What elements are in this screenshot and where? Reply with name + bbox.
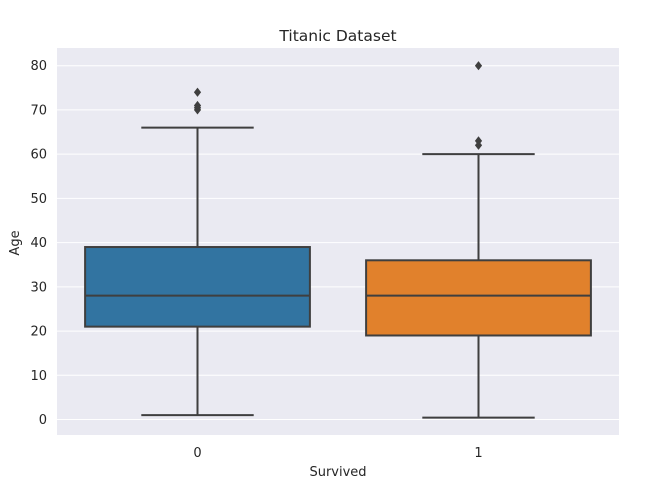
box-iqr: [84, 246, 311, 328]
y-tick-label: 30: [30, 280, 47, 295]
y-tick-label: 0: [39, 413, 47, 428]
x-axis-label: Survived: [309, 465, 366, 480]
outlier-point: [193, 87, 202, 97]
plot-background: [57, 48, 619, 435]
y-axis-label: Age: [8, 230, 23, 255]
chart-title: Titanic Dataset: [278, 27, 396, 45]
y-tick-label: 80: [30, 59, 47, 74]
x-tick-label: 1: [474, 446, 482, 461]
y-tick-label: 70: [30, 103, 47, 118]
x-tick-label: 0: [193, 446, 201, 461]
y-tick-label: 50: [30, 192, 47, 207]
y-tick-label: 10: [30, 369, 47, 384]
y-tick-labels: 0 10 20 30 40 50 60 70 80: [30, 59, 47, 428]
outlier-point: [193, 100, 202, 111]
box-group: [84, 87, 311, 417]
y-tick-label: 40: [30, 236, 47, 251]
boxes-layer: [84, 61, 592, 419]
y-tick-label: 20: [30, 325, 47, 340]
box-group: [365, 61, 592, 419]
outlier-point: [474, 136, 483, 146]
outlier-point: [474, 61, 483, 71]
box-iqr: [365, 259, 592, 337]
y-tick-label: 60: [30, 148, 47, 163]
